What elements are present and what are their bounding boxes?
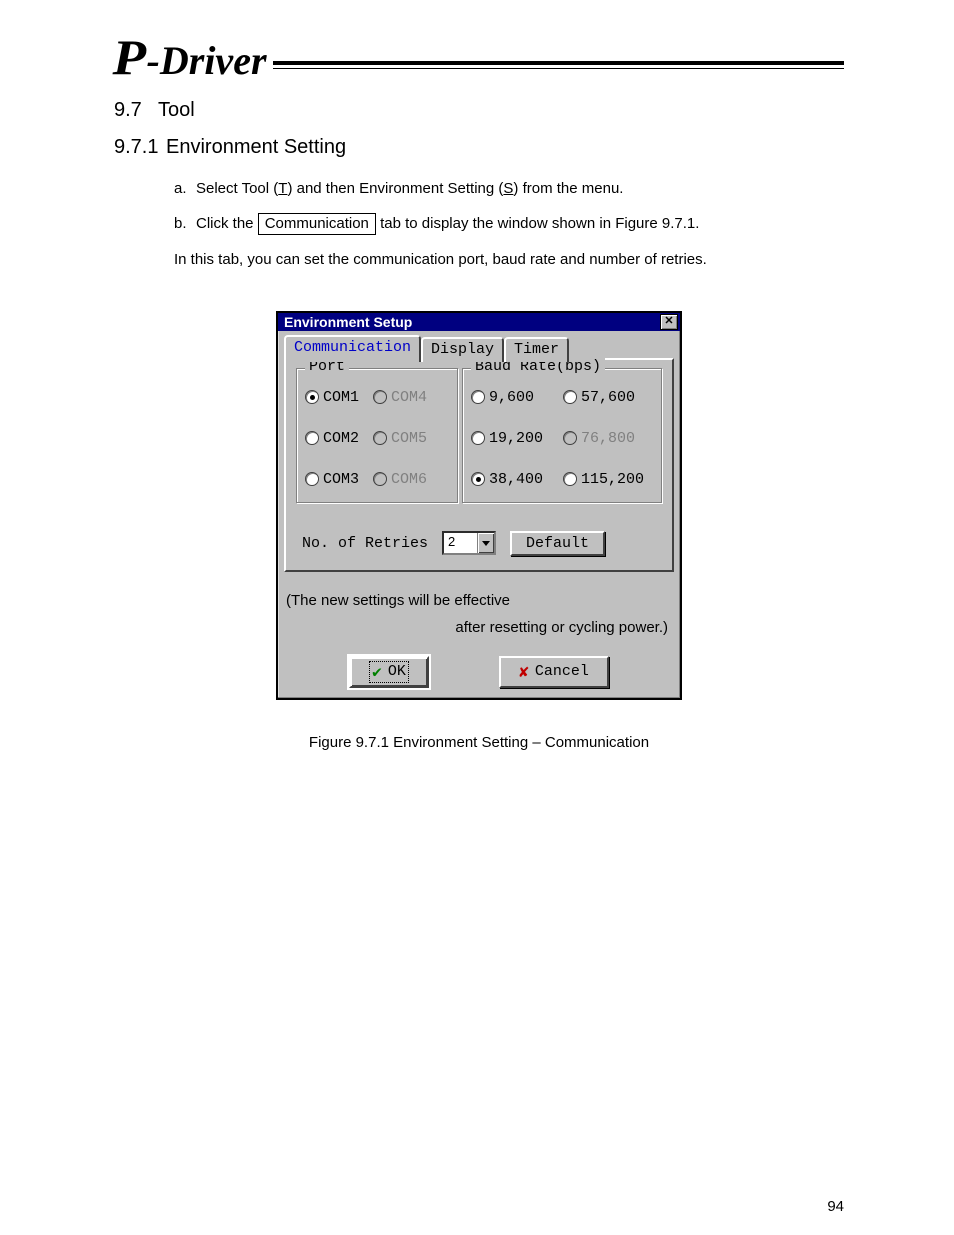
- heading-title: Environment Setting: [166, 136, 346, 158]
- radio-label: COM5: [391, 430, 427, 447]
- environment-setup-dialog: Environment Setup ✕ Communication Displa…: [276, 311, 682, 700]
- communication-tab-label-box: Communication: [258, 213, 376, 235]
- ok-button[interactable]: ✔ OK: [349, 656, 429, 688]
- figure-caption: Figure 9.7.1 Environment Setting – Commu…: [114, 734, 844, 751]
- cancel-button[interactable]: ✘ Cancel: [499, 656, 609, 688]
- dialog-titlebar[interactable]: Environment Setup ✕: [278, 313, 680, 331]
- radio-label: 38,400: [489, 471, 553, 488]
- radio-label: 76,800: [581, 430, 645, 447]
- retries-combo[interactable]: 2: [442, 531, 496, 555]
- instruction-text: a.Select Tool (T) and then Environment S…: [174, 177, 844, 271]
- tab-strip: Communication Display Timer: [284, 335, 674, 360]
- radio-label: 57,600: [581, 389, 645, 406]
- radio-label: COM4: [391, 389, 427, 406]
- chevron-down-icon[interactable]: [477, 533, 494, 553]
- radio-dot-icon: [373, 431, 387, 445]
- retries-row: No. of Retries 2 Default: [302, 531, 662, 556]
- heading-title: Tool: [158, 99, 195, 121]
- radio-115200[interactable]: 115,200: [563, 471, 645, 488]
- radio-9600[interactable]: 9,600: [471, 389, 553, 406]
- radio-dot-icon: [305, 431, 319, 445]
- logo-rule-lines: [273, 61, 844, 69]
- figure-container: Environment Setup ✕ Communication Displa…: [114, 311, 844, 700]
- step-note: In this tab, you can set the communicati…: [174, 248, 844, 271]
- logo-rest: -Driver: [147, 41, 267, 81]
- retries-label: No. of Retries: [302, 535, 428, 552]
- radio-label: 19,200: [489, 430, 553, 447]
- radio-COM2[interactable]: COM2: [305, 430, 359, 447]
- radio-dot-icon: [471, 431, 485, 445]
- heading-9-7: 9.7Tool: [114, 99, 844, 122]
- header-logo-row: P-Driver: [114, 40, 844, 81]
- radio-label: COM1: [323, 389, 359, 406]
- radio-57600[interactable]: 57,600: [563, 389, 645, 406]
- radio-label: 9,600: [489, 389, 553, 406]
- tab-timer[interactable]: Timer: [504, 337, 569, 362]
- radio-label: COM2: [323, 430, 359, 447]
- heading-9-7-1: 9.7.1Environment Setting: [114, 136, 844, 159]
- tab-communication[interactable]: Communication: [284, 335, 421, 362]
- check-icon: ✔: [372, 662, 382, 682]
- retries-value: 2: [444, 533, 477, 553]
- fieldset-port: Port COM1COM4COM2COM5COM3COM6: [296, 368, 458, 503]
- dialog-title: Environment Setup: [284, 314, 412, 330]
- radio-38400[interactable]: 38,400: [471, 471, 553, 488]
- radio-dot-icon: [471, 472, 485, 486]
- tab-display[interactable]: Display: [421, 337, 504, 362]
- radio-COM1[interactable]: COM1: [305, 389, 359, 406]
- radio-dot-icon: [373, 472, 387, 486]
- radio-label: COM6: [391, 471, 427, 488]
- radio-76800: 76,800: [563, 430, 645, 447]
- radio-COM6: COM6: [373, 471, 427, 488]
- radio-label: COM3: [323, 471, 359, 488]
- radio-dot-icon: [563, 431, 577, 445]
- page-number: 94: [827, 1198, 844, 1215]
- radio-COM3[interactable]: COM3: [305, 471, 359, 488]
- heading-num: 9.7: [114, 99, 158, 122]
- radio-COM4: COM4: [373, 389, 427, 406]
- tab-panel-communication: Port COM1COM4COM2COM5COM3COM6 Baud Rate(…: [284, 358, 674, 572]
- radio-dot-icon: [563, 390, 577, 404]
- radio-label: 115,200: [581, 471, 645, 488]
- fieldset-baud: Baud Rate(bps) 9,60057,60019,20076,80038…: [462, 368, 662, 503]
- logo: P-Driver: [114, 40, 267, 81]
- radio-dot-icon: [305, 472, 319, 486]
- close-icon[interactable]: ✕: [660, 314, 678, 330]
- radio-dot-icon: [471, 390, 485, 404]
- radio-dot-icon: [563, 472, 577, 486]
- list-marker: b.: [174, 212, 196, 235]
- step-a: a.Select Tool (T) and then Environment S…: [174, 177, 844, 200]
- radio-dot-icon: [305, 390, 319, 404]
- radio-COM5: COM5: [373, 430, 427, 447]
- heading-num: 9.7.1: [114, 136, 166, 159]
- logo-p: P: [112, 40, 146, 75]
- list-marker: a.: [174, 177, 196, 200]
- radio-dot-icon: [373, 390, 387, 404]
- default-button[interactable]: Default: [510, 531, 605, 556]
- note-line-1: (The new settings will be effective: [286, 592, 672, 609]
- ok-label: OK: [388, 663, 406, 680]
- step-b: b.Click the Communication tab to display…: [174, 212, 844, 235]
- x-icon: ✘: [519, 662, 529, 682]
- cancel-label: Cancel: [535, 663, 589, 680]
- note-line-2: after resetting or cycling power.): [284, 619, 668, 636]
- radio-19200[interactable]: 19,200: [471, 430, 553, 447]
